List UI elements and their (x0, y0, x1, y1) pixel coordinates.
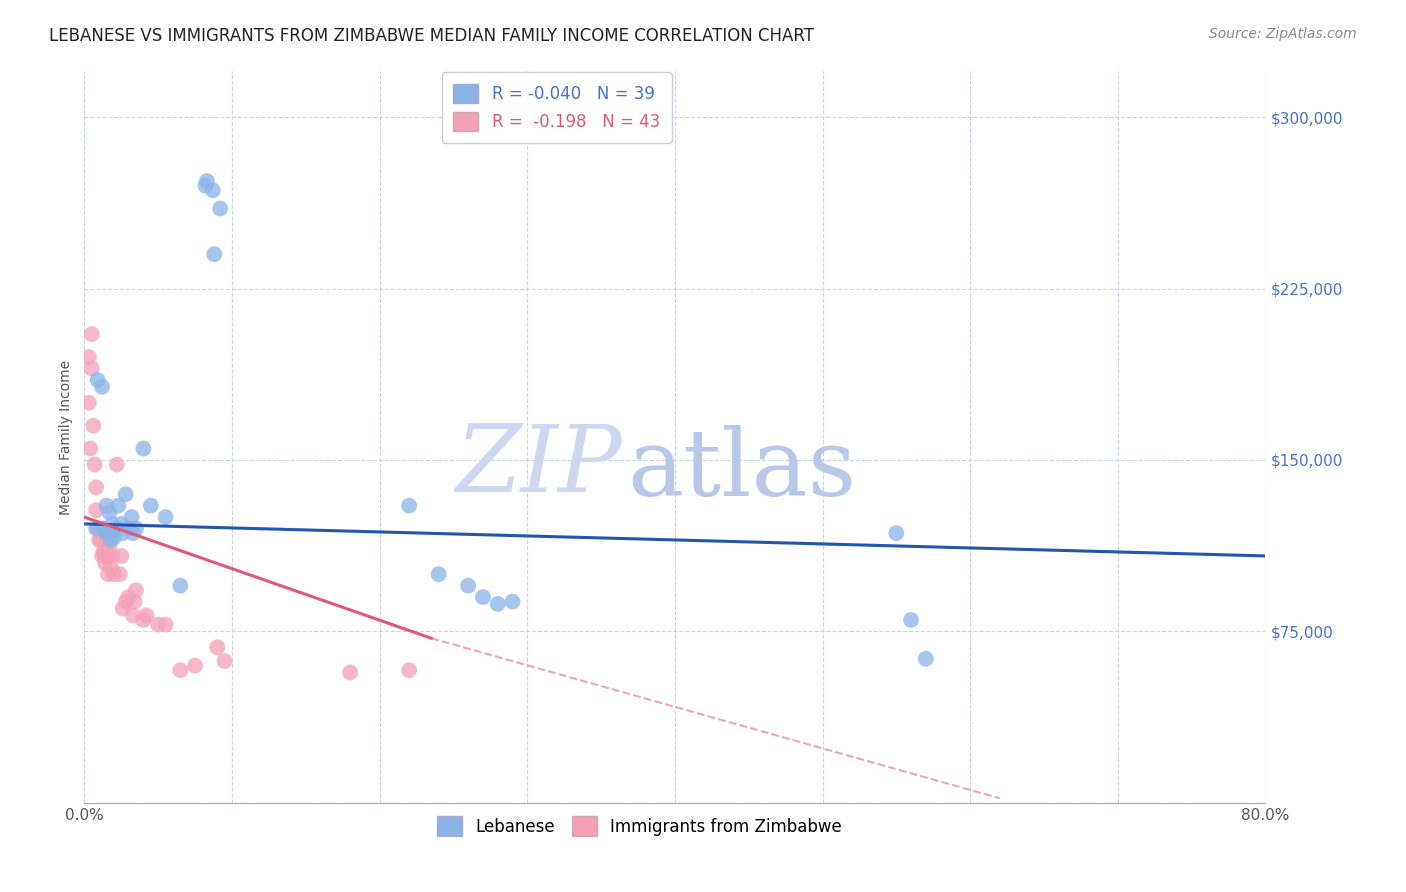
Point (108, 567, 131, 582)
Point (110, 516, 132, 531)
Point (87, 533, 111, 547)
Point (900, 613, 922, 627)
Point (339, 665, 361, 680)
Text: LEBANESE VS IMMIGRANTS FROM ZIMBABWE MEDIAN FAMILY INCOME CORRELATION CHART: LEBANESE VS IMMIGRANTS FROM ZIMBABWE MED… (49, 27, 814, 45)
Point (93, 544, 115, 558)
Point (98, 540, 121, 554)
Point (79, 442, 101, 456)
Point (103, 531, 125, 545)
Point (135, 608, 157, 623)
Point (82, 418, 104, 433)
Point (110, 549, 132, 563)
Point (202, 247, 225, 261)
Point (114, 594, 136, 608)
Point (86, 373, 108, 387)
Point (118, 521, 141, 535)
Point (427, 567, 450, 582)
Point (486, 597, 509, 611)
Point (94, 549, 117, 563)
Point (96, 544, 118, 558)
Point (77, 350, 100, 364)
Point (97, 549, 120, 563)
Point (501, 594, 523, 608)
Point (80, 361, 103, 376)
Point (96, 499, 118, 513)
Point (122, 608, 145, 623)
Point (398, 499, 420, 513)
Point (207, 640, 229, 655)
Point (472, 590, 495, 604)
Point (201, 183, 224, 197)
Point (886, 526, 908, 541)
Point (398, 663, 420, 677)
Point (915, 652, 938, 666)
Point (148, 617, 170, 632)
Y-axis label: Median Family Income: Median Family Income (59, 359, 73, 515)
Point (457, 579, 479, 593)
Point (103, 567, 125, 582)
Point (87, 521, 111, 535)
Point (83, 458, 105, 472)
Point (91, 549, 114, 563)
Point (97, 526, 120, 541)
Point (101, 516, 124, 531)
Point (93, 521, 115, 535)
Point (184, 658, 207, 673)
Point (105, 458, 128, 472)
Point (155, 617, 177, 632)
Point (169, 579, 191, 593)
Point (209, 202, 232, 216)
Point (194, 178, 217, 193)
Point (84, 480, 107, 494)
Point (124, 594, 146, 608)
Point (111, 601, 134, 615)
Point (101, 549, 124, 563)
Text: Source: ZipAtlas.com: Source: ZipAtlas.com (1209, 27, 1357, 41)
Legend: Lebanese, Immigrants from Zimbabwe: Lebanese, Immigrants from Zimbabwe (427, 806, 852, 846)
Point (97, 567, 120, 582)
Text: atlas: atlas (627, 425, 856, 515)
Point (84, 503, 107, 517)
Point (100, 560, 122, 574)
Point (122, 526, 145, 541)
Point (77, 396, 100, 410)
Point (91, 380, 114, 394)
Point (111, 526, 134, 541)
Point (80, 327, 103, 342)
Point (125, 521, 148, 535)
Point (155, 510, 177, 524)
Text: ZIP: ZIP (456, 421, 621, 511)
Point (90, 533, 112, 547)
Point (169, 663, 191, 677)
Point (132, 613, 155, 627)
Point (132, 442, 155, 456)
Point (118, 590, 141, 604)
Point (195, 174, 218, 188)
Point (139, 499, 162, 513)
Point (105, 521, 128, 535)
Point (114, 487, 136, 501)
Point (98, 506, 121, 520)
Point (86, 521, 108, 535)
Point (96, 526, 118, 541)
Point (107, 499, 129, 513)
Point (214, 654, 236, 668)
Point (100, 533, 122, 547)
Point (94, 556, 117, 570)
Point (125, 583, 148, 598)
Point (121, 510, 143, 524)
Point (104, 521, 127, 535)
Point (84, 521, 107, 535)
